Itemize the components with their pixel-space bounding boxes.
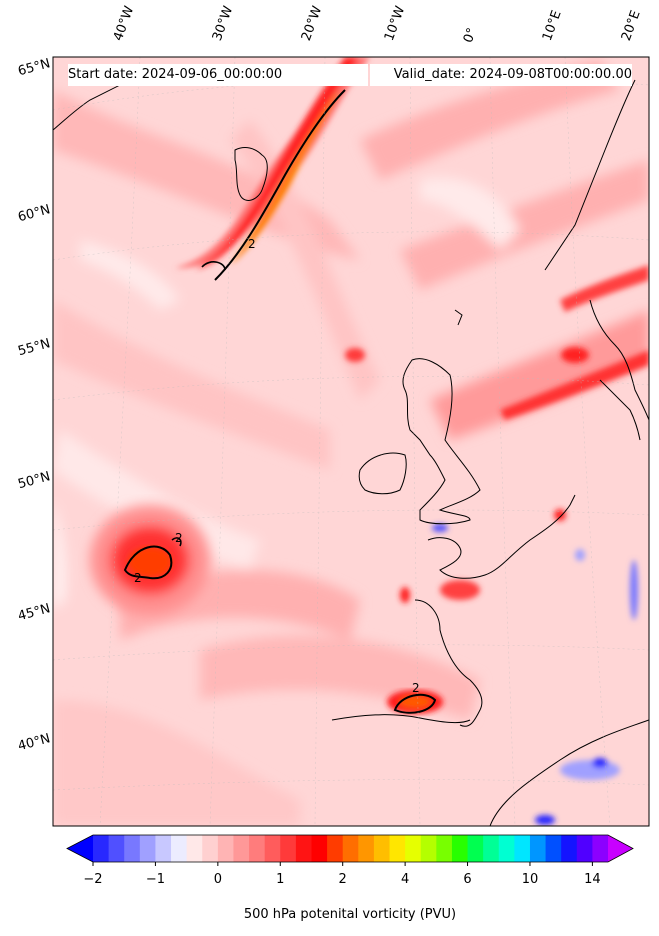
colorbar-swatch [233,835,250,862]
colorbar-tick-label: 0 [213,872,222,887]
colorbar-swatch [93,835,110,862]
colorbar-swatch [545,835,562,862]
colorbar-swatch [295,835,312,862]
colorbar-label: 500 hPa potenital vorticity (PVU) [243,907,457,922]
colorbar-swatch [124,835,141,862]
contour-label: 2 [412,681,420,695]
colorbar-swatch [342,835,359,862]
start-date-label: Start date: 2024-09-06_00:00:00 [68,64,368,86]
contour-label: 2 [134,571,142,585]
valid-date-label: Valid_date: 2024-09-08T00:00:00.00 [370,64,632,86]
colorbar-swatch [498,835,515,862]
colorbar-tick-label: −2 [83,872,103,887]
colorbar-swatch [592,835,609,862]
colorbar-swatch [561,835,578,862]
colorbar-swatch [420,835,437,862]
colorbar-tick-label: 6 [463,872,472,887]
colorbar-swatch [576,835,593,862]
colorbar-extend-min [67,835,93,862]
colorbar-swatch [249,835,266,862]
pv-field [53,57,649,826]
colorbar-tick-label: 14 [584,872,601,887]
colorbar-swatch [483,835,500,862]
colorbar-extend-max [608,835,633,862]
colorbar-swatch [202,835,219,862]
colorbar-swatch [108,835,125,862]
colorbar-swatch [139,835,156,862]
colorbar [66,834,634,866]
colorbar-swatch [436,835,453,862]
colorbar-swatch [451,835,469,862]
colorbar-tick-label: 4 [400,872,410,887]
colorbar-swatch [389,835,406,862]
colorbar-swatch [155,835,172,862]
colorbar-swatch [280,835,297,862]
colorbar-swatch [327,835,344,862]
colorbar-tick-label: 1 [276,872,285,887]
colorbar-tick-label: 2 [338,872,347,887]
colorbar-swatch [373,835,391,862]
map-frame [52,56,650,827]
colorbar-tick-label: 10 [521,872,539,887]
colorbar-swatch [217,835,234,862]
colorbar-swatch [405,835,422,862]
colorbar-tick-label: −1 [145,872,166,887]
contour-label: 2 [248,237,256,251]
colorbar-swatch [171,835,188,862]
colorbar-swatch [529,835,547,862]
colorbar-swatch [358,835,375,862]
colorbar-swatch [311,835,328,862]
contour-label: 2 [175,531,183,545]
coastlines [53,69,649,826]
colorbar-swatch [467,835,484,862]
colorbar-tick-labels: −2 −1 0 1 2 4 6 10 14 [0,870,659,890]
colorbar-swatch [264,835,281,862]
colorbar-swatch [514,835,531,862]
colorbar-swatch [186,835,203,862]
